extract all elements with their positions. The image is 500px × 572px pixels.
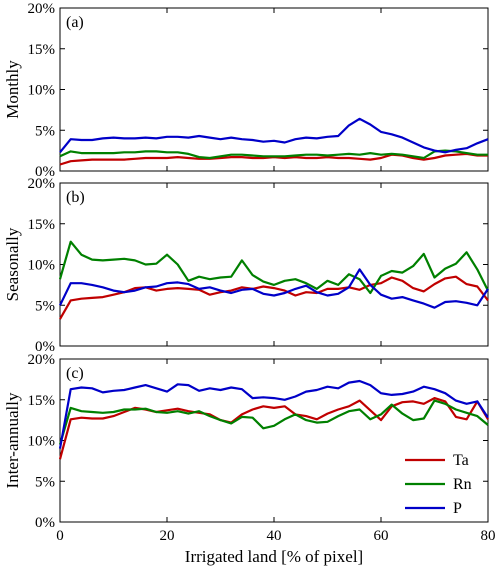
legend-label: P (453, 500, 462, 517)
panel-label: (a) (66, 14, 84, 31)
x-tick-label: 0 (56, 528, 64, 544)
y-axis-title: Inter-annually (3, 392, 22, 488)
y-tick-label: 15% (28, 393, 56, 409)
y-tick-label: 20% (28, 352, 56, 368)
y-tick-label: 10% (28, 83, 56, 99)
series-line-p (59, 268, 489, 309)
series-line-rn (58, 399, 489, 445)
series-line-ta (59, 275, 489, 320)
y-axis-title: Seasonally (3, 227, 22, 301)
y-tick-label: 5% (35, 123, 55, 139)
y-tick-label: 0% (35, 164, 55, 180)
x-axis-title: Irrigated land [% of pixel] (185, 547, 363, 566)
plot-frame (59, 182, 489, 347)
y-tick-label: 20% (28, 1, 56, 17)
panel-1: 0% 5% 10% 15% 20% Monthly (a) (3, 1, 489, 180)
x-tick-label: 60 (374, 528, 389, 544)
panel-2: 0% 5% 10% 15% 20% Seasonally (b) (3, 176, 489, 355)
series-line-rn (59, 149, 488, 160)
y-tick-label: 0% (35, 339, 55, 355)
series-line-rn (58, 240, 489, 295)
series-line-p (59, 117, 489, 154)
series-line-p (58, 379, 489, 449)
y-tick-label: 0% (35, 515, 55, 531)
y-tick-label: 10% (28, 434, 56, 450)
y-tick-label: 5% (35, 474, 55, 490)
legend: Ta Rn P (405, 452, 472, 517)
y-tick-label: 5% (35, 298, 55, 314)
x-tick-label: 40 (267, 528, 282, 544)
y-tick-label: 15% (28, 217, 56, 233)
y-tick-label: 20% (28, 176, 56, 192)
panel-label: (c) (66, 365, 84, 382)
panel-label: (b) (66, 189, 85, 206)
y-tick-label: 10% (28, 258, 56, 274)
x-tick-label: 80 (481, 528, 496, 544)
y-tick-label: 15% (28, 42, 56, 58)
legend-label: Rn (453, 476, 472, 493)
panel-3: 0% 5% 10% 15% 20% Inter-annually (c) 0 20 40 60 80 I… (3, 352, 496, 566)
legend-label: Ta (453, 452, 469, 469)
y-axis-title: Monthly (3, 60, 22, 119)
x-tick-label: 20 (160, 528, 175, 544)
plot-frame (59, 358, 489, 523)
